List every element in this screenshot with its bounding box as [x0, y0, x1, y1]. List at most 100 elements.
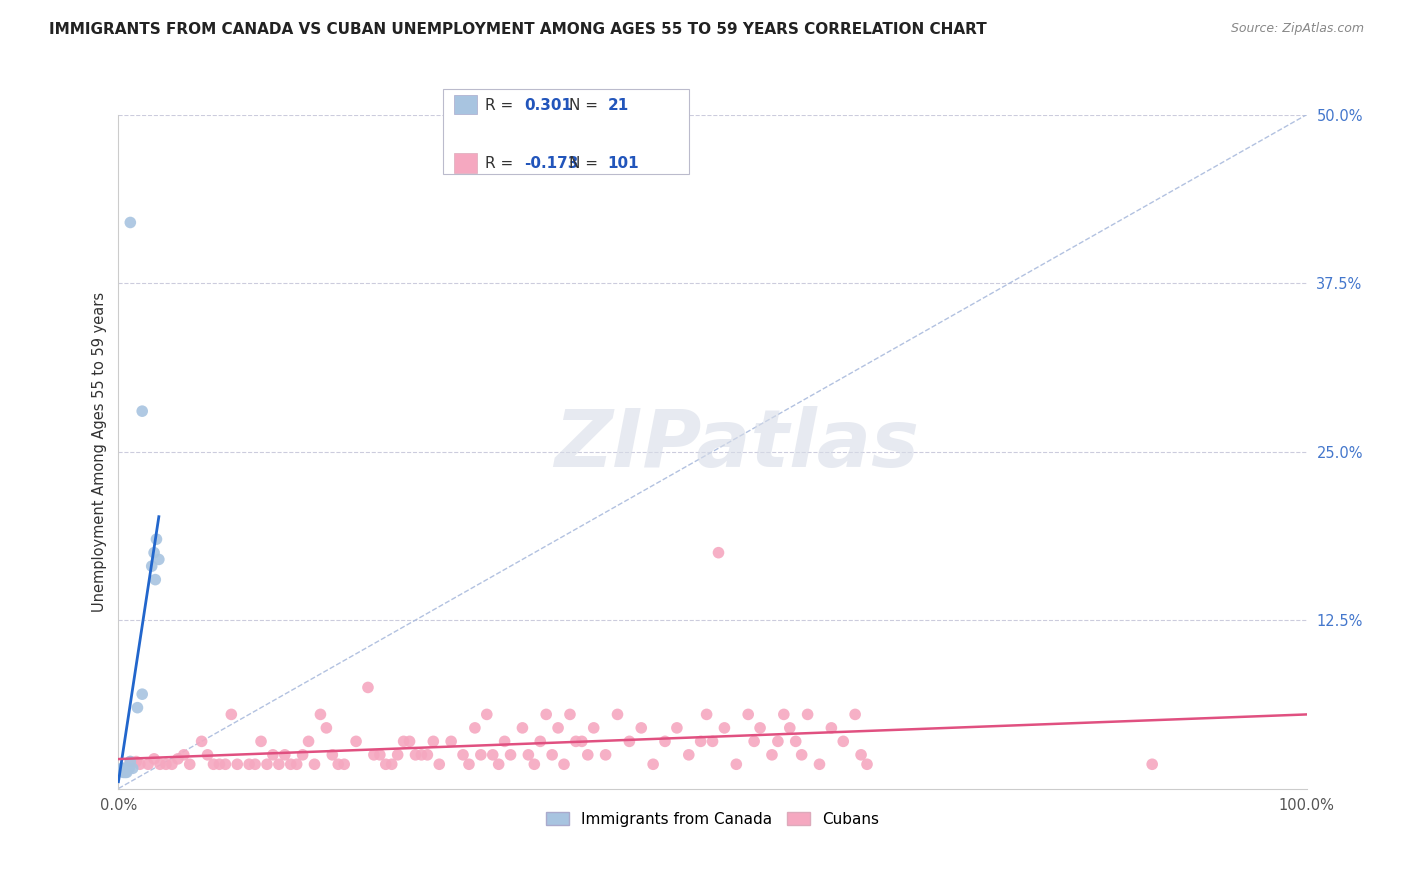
Point — [529, 734, 551, 748]
Point — [173, 747, 195, 762]
Point — [131, 687, 153, 701]
Point — [849, 747, 872, 762]
Point — [267, 757, 290, 772]
Point — [678, 747, 700, 762]
Point — [226, 757, 249, 772]
Point — [475, 707, 498, 722]
Point — [297, 734, 319, 748]
Point — [416, 747, 439, 762]
Text: -0.173: -0.173 — [524, 156, 579, 170]
Point — [291, 747, 314, 762]
Point — [565, 734, 588, 748]
Text: IMMIGRANTS FROM CANADA VS CUBAN UNEMPLOYMENT AMONG AGES 55 TO 59 YEARS CORRELATI: IMMIGRANTS FROM CANADA VS CUBAN UNEMPLOY… — [49, 22, 987, 37]
Point — [127, 700, 149, 714]
Point — [582, 721, 605, 735]
Point — [571, 734, 593, 748]
Point — [333, 757, 356, 772]
Point — [145, 532, 167, 546]
Point — [280, 757, 302, 772]
Point — [427, 757, 450, 772]
Point — [304, 757, 326, 772]
Text: N =: N = — [569, 98, 599, 112]
Point — [381, 757, 404, 772]
Point — [328, 757, 350, 772]
Text: R =: R = — [485, 156, 513, 170]
Point — [120, 755, 142, 769]
Point — [499, 747, 522, 762]
Point — [742, 734, 765, 748]
Point — [689, 734, 711, 748]
Point — [785, 734, 807, 748]
Text: ZIPatlas: ZIPatlas — [554, 406, 918, 483]
Point — [547, 721, 569, 735]
Point — [541, 747, 564, 762]
Point — [368, 747, 391, 762]
Point — [440, 734, 463, 748]
Point — [115, 761, 138, 775]
Text: 21: 21 — [607, 98, 628, 112]
Point — [190, 734, 212, 748]
Point — [243, 757, 266, 772]
Point — [665, 721, 688, 735]
Text: N =: N = — [569, 156, 599, 170]
Point — [820, 721, 842, 735]
Point — [315, 721, 337, 735]
Point — [321, 747, 343, 762]
Point — [707, 546, 730, 560]
Legend: Immigrants from Canada, Cubans: Immigrants from Canada, Cubans — [541, 807, 884, 831]
Point — [766, 734, 789, 748]
Point — [208, 757, 231, 772]
Point — [149, 757, 172, 772]
Point — [309, 707, 332, 722]
Point — [398, 734, 420, 748]
Point — [387, 747, 409, 762]
Point — [558, 707, 581, 722]
Text: 101: 101 — [607, 156, 638, 170]
Point — [179, 757, 201, 772]
Point — [832, 734, 855, 748]
Point — [411, 747, 433, 762]
Point — [772, 707, 794, 722]
Point — [481, 747, 503, 762]
Point — [595, 747, 617, 762]
Point — [749, 721, 772, 735]
Point — [121, 761, 143, 775]
Text: R =: R = — [485, 98, 513, 112]
Point — [696, 707, 718, 722]
Point — [111, 761, 134, 775]
Point — [131, 404, 153, 418]
Point — [128, 757, 150, 772]
Point — [114, 761, 136, 775]
Point — [606, 707, 628, 722]
Point — [790, 747, 813, 762]
Point — [115, 765, 138, 780]
Point — [761, 747, 783, 762]
Point — [274, 747, 297, 762]
Point — [363, 747, 385, 762]
Point — [112, 761, 135, 775]
Point — [357, 681, 380, 695]
Text: Source: ZipAtlas.com: Source: ZipAtlas.com — [1230, 22, 1364, 36]
Point — [422, 734, 444, 748]
Point — [470, 747, 492, 762]
Point — [654, 734, 676, 748]
Point — [374, 757, 396, 772]
Point — [844, 707, 866, 722]
Point — [405, 747, 427, 762]
Point — [148, 552, 170, 566]
Point — [221, 707, 243, 722]
Point — [458, 757, 481, 772]
Point — [796, 707, 818, 722]
Point — [143, 752, 166, 766]
Point — [512, 721, 534, 735]
Point — [143, 573, 166, 587]
Point — [1140, 757, 1163, 772]
Point — [494, 734, 516, 748]
Point — [523, 757, 546, 772]
Point — [576, 747, 599, 762]
Point — [143, 546, 166, 560]
Point — [553, 757, 575, 772]
Point — [713, 721, 735, 735]
Point — [202, 757, 225, 772]
Point — [808, 757, 831, 772]
